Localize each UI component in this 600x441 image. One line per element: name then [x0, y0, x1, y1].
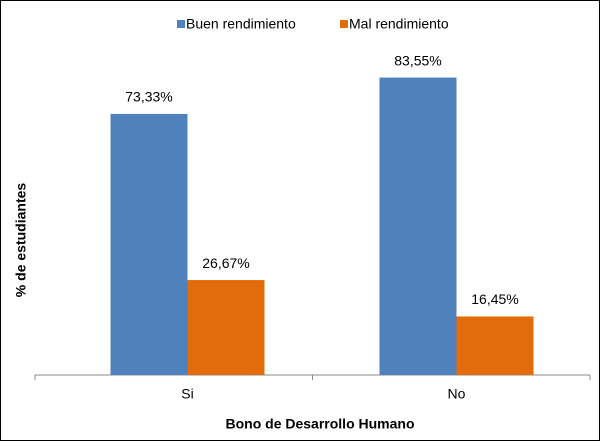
x-tick-label: No	[448, 386, 466, 402]
legend-swatch	[177, 20, 185, 28]
legend-label: Buen rendimiento	[186, 16, 296, 32]
legend-label: Mal rendimiento	[349, 16, 449, 32]
bar	[379, 77, 457, 375]
data-label: 16,45%	[471, 291, 518, 307]
data-label: 83,55%	[394, 52, 441, 68]
data-label: 73,33%	[125, 89, 172, 105]
y-axis-label: % de estudiantes	[13, 183, 29, 298]
bar	[187, 280, 265, 375]
bar	[456, 316, 534, 375]
bar	[110, 113, 188, 376]
x-tick-label: Si	[181, 386, 193, 402]
legend-swatch	[340, 20, 348, 28]
x-axis-label: Bono de Desarrollo Humano	[225, 416, 414, 432]
data-label: 26,67%	[202, 255, 249, 271]
